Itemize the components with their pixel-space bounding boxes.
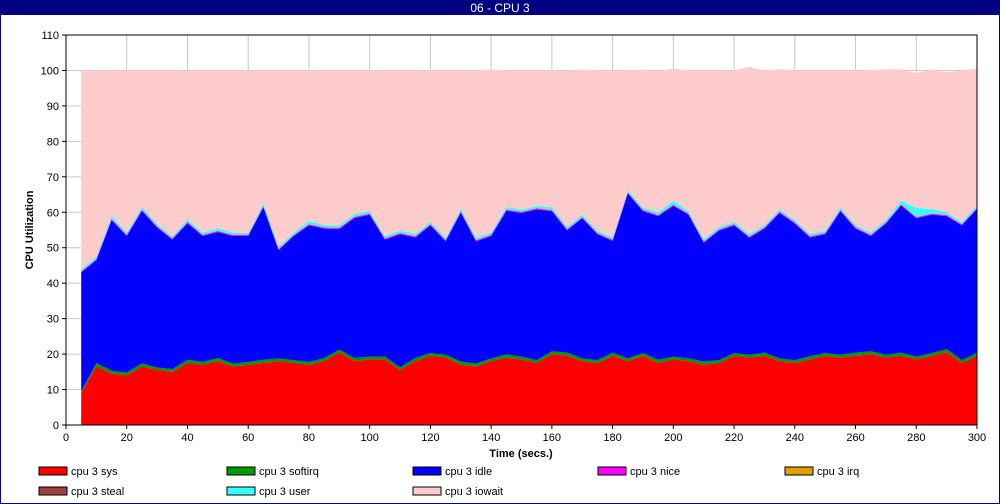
legend-swatch — [412, 466, 442, 476]
y-axis-title: CPU Utilization — [24, 190, 36, 269]
x-axis-title: Time (secs.) — [489, 448, 553, 460]
y-tick-label: 50 — [47, 243, 59, 255]
legend-swatch — [38, 466, 68, 476]
legend-label: cpu 3 user — [259, 486, 311, 498]
plot-border — [65, 34, 978, 426]
y-tick-label: 60 — [47, 207, 59, 219]
y-tick-label: 30 — [47, 314, 59, 326]
legend-swatch — [784, 466, 814, 476]
y-tick-label: 110 — [41, 30, 59, 42]
stacked-areas — [81, 66, 978, 425]
x-tick-label: 0 — [63, 432, 69, 444]
legend-swatch — [38, 486, 68, 496]
legend-swatch — [412, 486, 442, 496]
x-tick-label: 240 — [786, 432, 804, 444]
x-tick-label: 200 — [664, 432, 682, 444]
series-area-2 — [81, 193, 978, 392]
x-tick-label: 280 — [907, 432, 925, 444]
legend-swatch — [226, 466, 256, 476]
cpu-utilization-chart: 0 10 20 30 40 50 60 70 80 90 100 110 0 20 40 60 80 100 12… — [24, 30, 986, 498]
legend-swatch — [226, 486, 256, 496]
y-tick-label: 80 — [47, 136, 59, 148]
x-axis: 0 20 40 60 80 100 120 140 160 180 200 220 240 260 280 3… — [63, 425, 986, 444]
series-area-7 — [81, 66, 978, 269]
window-title: 06 - CPU 3 — [1, 1, 999, 15]
x-tick-label: 120 — [421, 432, 439, 444]
x-tick-label: 80 — [303, 432, 315, 444]
series-area-0 — [81, 352, 978, 425]
x-tick-label: 60 — [242, 432, 254, 444]
y-tick-label: 100 — [41, 65, 59, 77]
x-tick-label: 100 — [360, 432, 378, 444]
x-tick-label: 260 — [846, 432, 864, 444]
y-tick-label: 40 — [47, 278, 59, 290]
x-tick-label: 220 — [725, 432, 743, 444]
x-tick-label: 20 — [121, 432, 133, 444]
x-tick-label: 40 — [181, 432, 193, 444]
x-tick-label: 140 — [482, 432, 500, 444]
legend-label: cpu 3 nice — [630, 466, 680, 478]
x-tick-label: 180 — [603, 432, 621, 444]
legend-label: cpu 3 softirq — [259, 466, 319, 478]
legend-label: cpu 3 idle — [445, 466, 492, 478]
y-axis: 0 10 20 30 40 50 60 70 80 90 100 110 — [41, 30, 66, 432]
y-tick-label: 0 — [53, 420, 59, 432]
y-tick-label: 10 — [47, 385, 59, 397]
y-tick-label: 90 — [47, 101, 59, 113]
legend-swatch — [597, 466, 627, 476]
legend-label: cpu 3 irq — [817, 466, 859, 478]
y-tick-label: 20 — [47, 349, 59, 361]
x-tick-label: 300 — [968, 432, 986, 444]
x-tick-label: 160 — [543, 432, 561, 444]
legend-label: cpu 3 sys — [71, 466, 118, 478]
legend-label: cpu 3 steal — [71, 486, 124, 498]
legend-label: cpu 3 iowait — [445, 486, 503, 498]
legend: cpu 3 sys cpu 3 softirq cpu 3 idle cpu 3 ni… — [38, 466, 859, 498]
y-tick-label: 70 — [47, 172, 59, 184]
